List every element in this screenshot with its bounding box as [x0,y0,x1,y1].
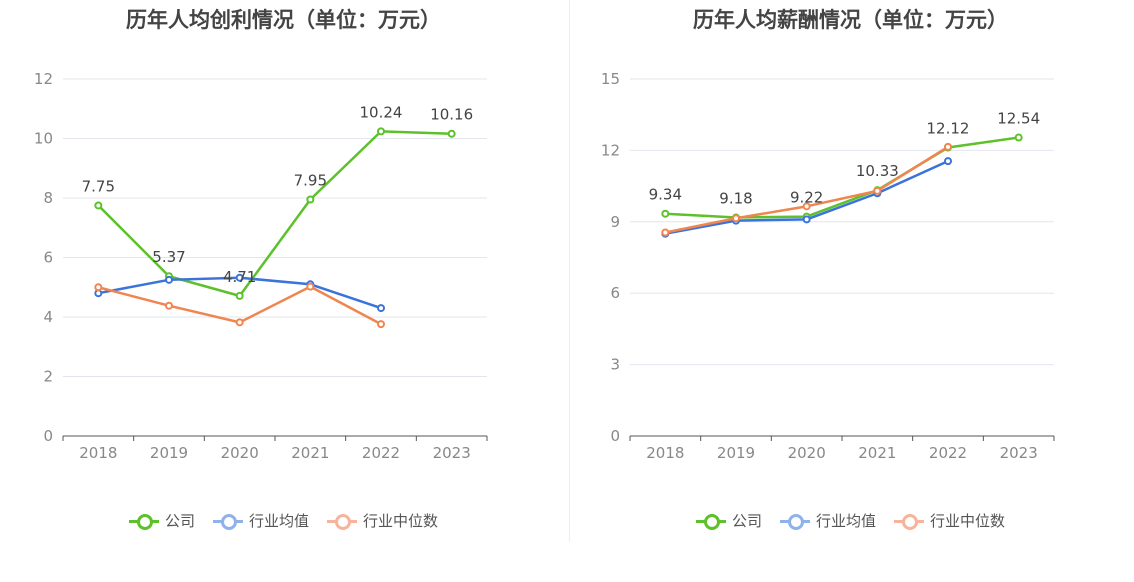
data-label: 10.16 [430,106,473,124]
x-tick-label: 2023 [433,444,471,462]
legend-label: 公司 [164,512,195,530]
legend-line-icon [212,513,243,530]
data-point [235,318,244,327]
legend-label: 行业中位数 [930,512,1006,530]
data-label: 9.22 [790,189,823,207]
data-label: 5.37 [152,248,185,266]
y-tick-label: 9 [610,213,620,231]
y-tick-label: 4 [43,308,53,326]
data-label: 12.12 [927,120,970,138]
data-point [802,215,811,224]
y-tick-label: 0 [610,427,620,445]
legend-line-icon [779,513,810,530]
legend-item-company[interactable]: 公司 [128,510,195,531]
x-tick-label: 2021 [291,444,329,462]
data-point [94,283,103,292]
data-point [94,201,103,210]
data-point [873,186,882,195]
legend-item-company[interactable]: 公司 [695,510,762,531]
data-label: 10.24 [360,103,403,121]
data-label: 4.71 [223,268,256,286]
legend-label: 行业均值 [815,512,876,530]
x-tick-label: 2018 [79,444,117,462]
legend-line-icon [695,513,726,530]
chart-title: 历年人均薪酬情况（单位：万元） [693,8,1008,32]
x-tick-label: 2022 [929,444,967,462]
x-tick-label: 2020 [788,444,826,462]
chart-title: 历年人均创利情况（单位：万元） [126,8,441,32]
data-label: 7.75 [82,177,115,195]
data-point [377,127,385,136]
data-point [165,275,173,284]
data-point [944,157,952,166]
legend-line-icon [128,513,159,530]
legend-item-industry-median[interactable]: 行业中位数 [894,510,1005,531]
data-label: 9.18 [719,190,752,208]
line-chart-salary: 0 3 6 9 12 15 2018 2019 2020 2021 2022 2023 9.34 9.18… [601,70,1055,462]
legend-item-industry-mean[interactable]: 行业均值 [779,510,876,531]
data-point [306,195,315,204]
x-tick-label: 2020 [221,444,259,462]
legend: 公司 行业均值 行业中位数 [0,510,567,531]
legend-line-icon [894,513,924,530]
data-point [165,301,173,310]
x-tick-label: 2021 [858,444,896,462]
data-point [377,320,385,329]
legend-item-industry-median[interactable]: 行业中位数 [327,510,438,531]
data-point [235,291,244,300]
legend-line-icon [327,513,357,530]
data-point [1014,133,1023,142]
x-tick-label: 2022 [362,444,400,462]
x-tick-label: 2019 [717,444,755,462]
y-tick-label: 12 [34,70,53,88]
series-line-0 [97,130,452,298]
data-point [661,228,670,237]
x-tick-label: 2023 [1000,444,1038,462]
data-point [377,304,385,313]
x-tick-label: 2018 [646,444,684,462]
y-tick-label: 6 [610,284,620,302]
y-tick-label: 6 [43,249,53,267]
data-label: 12.54 [997,110,1040,128]
legend-label: 行业中位数 [363,512,439,530]
data-label: 10.33 [856,162,899,180]
chart-panel-salary: 历年人均薪酬情况（单位：万元） 0 3 6 9 12 15 2018 2019 2020 2021… [567,0,1134,582]
data-point [944,142,952,151]
data-point [661,209,670,218]
legend-label: 行业均值 [248,512,309,530]
data-label: 7.95 [294,171,327,189]
x-tick-label: 2019 [150,444,188,462]
y-tick-label: 10 [34,130,53,148]
y-tick-label: 3 [610,356,620,374]
y-tick-label: 12 [601,141,620,159]
y-tick-label: 15 [601,70,620,88]
data-point [732,214,740,223]
data-point [235,273,244,282]
divider [569,0,570,542]
line-chart-profit: 0 2 4 6 8 10 12 2018 2019 2020 2021 2022 2023 7.75 5.3… [34,70,488,462]
data-point [802,202,811,211]
legend: 公司 行业均值 行业中位数 [567,510,1134,531]
chart-panel-profit: 历年人均创利情况（单位：万元） 0 2 4 6 8 10 12 2018 2019 2020 202… [0,8,567,531]
data-label: 9.34 [649,186,682,204]
y-tick-label: 2 [43,368,53,386]
legend-item-industry-mean[interactable]: 行业均值 [212,510,309,531]
y-tick-label: 0 [43,427,53,445]
series-line-0 [665,136,1019,219]
data-point [447,129,456,138]
data-point [306,282,315,291]
legend-label: 公司 [731,512,762,530]
y-tick-label: 8 [43,189,53,207]
